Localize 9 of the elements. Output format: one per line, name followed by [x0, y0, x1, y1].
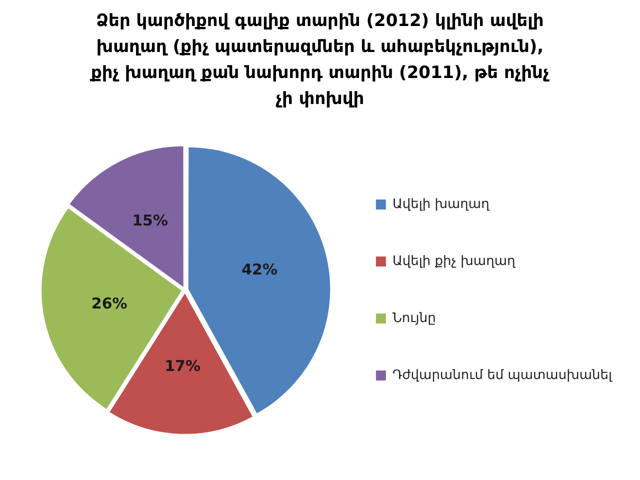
data-label: 26%	[91, 294, 128, 312]
legend-label: Նույնը	[392, 310, 436, 326]
chart-title: Ձեր կարծիքով գալիք տարին (2012) կլինի ավելի խաղաղ (քիչ պատերազմներ և ահաբեկչություն), քիչ խաղաղ քան նախորդ տարին (2011), թե ոչինչ չի փոխվի	[88, 10, 550, 111]
data-label: 42%	[242, 260, 278, 279]
data-label: 15%	[132, 211, 168, 230]
data-label: 17%	[164, 356, 201, 375]
legend-label: Ավելի քիչ խաղաղ	[392, 254, 516, 269]
legend-label: Ավելի խաղաղ	[392, 196, 490, 212]
legend-label: Դժվարանում եմ պատասխանել	[392, 368, 612, 383]
